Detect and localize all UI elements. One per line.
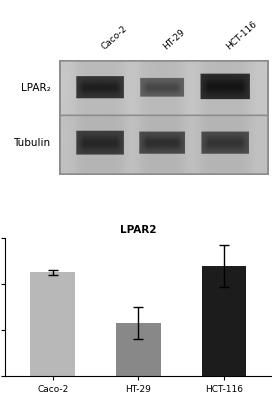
Bar	[202, 266, 246, 376]
Bar	[30, 272, 75, 376]
Title: LPAR2: LPAR2	[120, 226, 157, 236]
Text: LPAR₂: LPAR₂	[21, 83, 51, 93]
Bar	[116, 323, 161, 376]
Text: HCT-116: HCT-116	[225, 19, 259, 51]
Text: Caco-2: Caco-2	[100, 24, 129, 51]
Text: Tubulin: Tubulin	[13, 138, 51, 148]
Text: HT-29: HT-29	[162, 27, 187, 51]
